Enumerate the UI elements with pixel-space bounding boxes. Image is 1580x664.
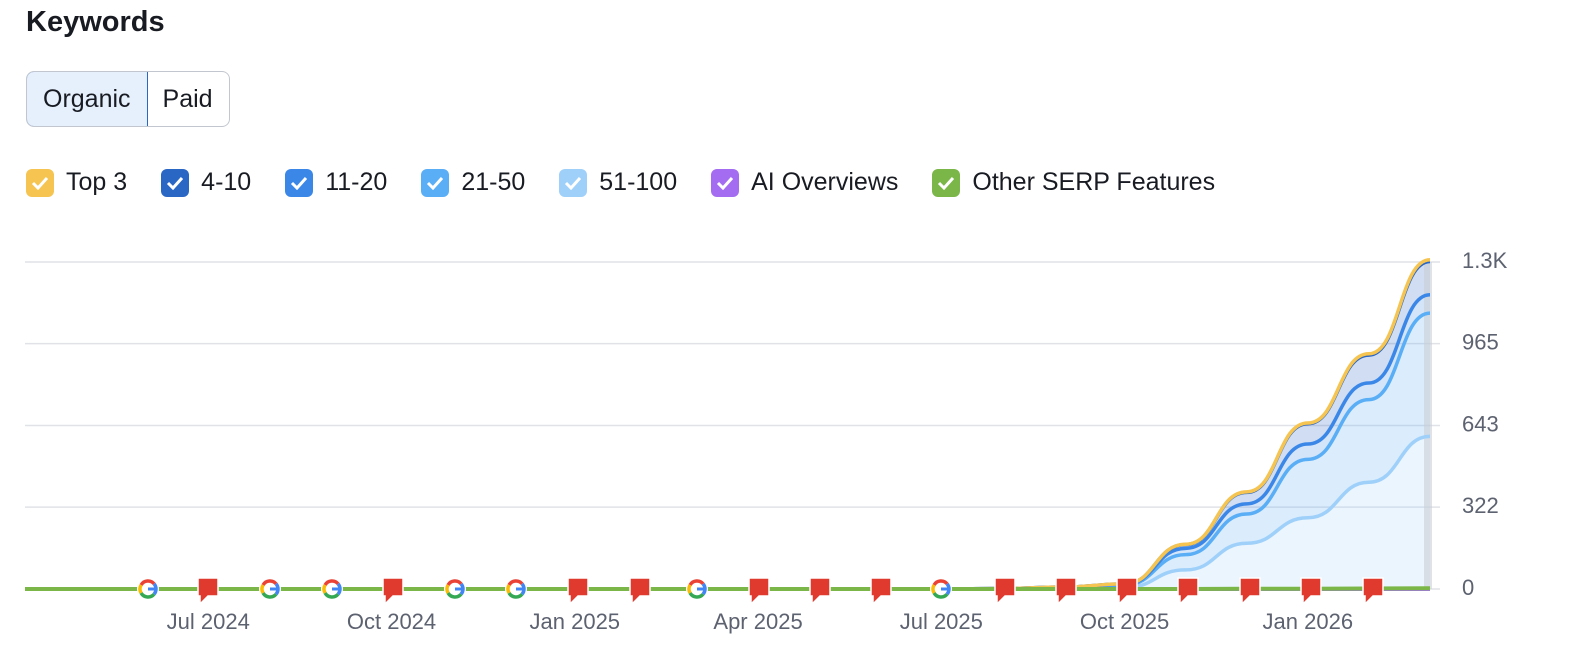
google-update-icon [505, 578, 527, 600]
checkbox[interactable] [26, 168, 54, 197]
y-tick-label: 0 [1462, 575, 1474, 600]
icon-arc [139, 591, 156, 599]
note-flag [382, 577, 404, 606]
google-update-icon [137, 578, 159, 600]
icon-arc [138, 584, 143, 594]
checkbox[interactable] [421, 168, 450, 197]
icon-arc [261, 591, 278, 599]
icon-arc [446, 579, 463, 587]
icon-arc [323, 579, 340, 587]
check [31, 176, 49, 190]
icon-arc [688, 579, 705, 587]
x-tick-label: Jul 2025 [900, 609, 983, 634]
legend-item[interactable]: 4-10 [161, 168, 251, 197]
icon-arc [506, 584, 511, 594]
checkbox[interactable] [932, 168, 961, 197]
event-markers [137, 577, 1384, 606]
note-flag [748, 577, 770, 606]
checkbox[interactable] [161, 168, 190, 197]
note-flag [1177, 577, 1199, 606]
legend-item[interactable]: Other SERP Features [932, 168, 1215, 197]
heading: Keywords [26, 6, 165, 38]
note-flag [809, 577, 831, 606]
area [25, 436, 1430, 589]
checkbox[interactable] [285, 168, 314, 197]
area [25, 313, 1430, 589]
check [167, 176, 184, 190]
legend-item[interactable]: 51-100 [559, 168, 677, 197]
icon-arc [507, 579, 524, 587]
legend-label: 21-50 [461, 168, 526, 196]
icon-arc [687, 584, 692, 594]
icon-arc [322, 584, 327, 594]
google-update-icon [444, 578, 466, 600]
google-update-icon [686, 578, 708, 600]
icon-arc [931, 584, 936, 594]
y-tick-label: 1.3K [1462, 248, 1508, 273]
note-flag [870, 577, 892, 606]
icon-arc [260, 584, 265, 594]
x-tick-label: Jul 2024 [167, 609, 250, 634]
legend-label: AI Overviews [751, 168, 899, 196]
note-flag [1239, 577, 1261, 606]
check [291, 176, 308, 190]
tab[interactable]: Organic [26, 72, 148, 126]
check [717, 176, 734, 190]
check [938, 176, 955, 190]
legend-item[interactable]: 21-50 [421, 168, 525, 197]
note-flag [1055, 577, 1077, 606]
icon-arc [932, 591, 949, 599]
icon-arc [445, 584, 450, 594]
note-flag [1116, 577, 1138, 606]
legend-label: 11-20 [325, 168, 388, 196]
legend-item[interactable]: AI Overviews [711, 168, 898, 197]
x-tick-label: Oct 2025 [1080, 609, 1169, 634]
note-flag [567, 577, 589, 606]
legend-item[interactable]: Top 3 [26, 168, 127, 197]
y-tick-label: 965 [1462, 329, 1499, 354]
legend-item[interactable]: 11-20 [285, 168, 387, 197]
icon-arc [507, 591, 524, 599]
x-tick-label: Oct 2024 [347, 609, 436, 634]
y-tick-label: 643 [1462, 411, 1499, 436]
legend-label: Top 3 [66, 168, 128, 196]
google-update-icon [321, 578, 343, 600]
legend-label: 4-10 [201, 168, 252, 196]
note-flag [1362, 577, 1384, 606]
legend-label: 51-100 [599, 168, 678, 196]
legend: Top 3 4-10 11-20 21-50 51-100 AI Overviews Oth… [26, 168, 1215, 197]
series-line [25, 586, 1431, 591]
x-tick-label: Jan 2025 [530, 609, 621, 634]
note-flag [629, 577, 651, 606]
checkbox[interactable] [559, 168, 588, 197]
check [565, 176, 582, 190]
hover-band [1424, 262, 1432, 589]
checkbox[interactable] [711, 168, 740, 197]
x-tick-label: Jan 2026 [1263, 609, 1354, 634]
google-update-icon [259, 578, 281, 600]
icon-arc [446, 591, 463, 599]
icon-arc [261, 579, 278, 587]
google-update-icon [930, 578, 952, 600]
y-tick-label: 322 [1462, 493, 1499, 518]
note-flag [197, 577, 219, 606]
icon-arc [139, 579, 156, 587]
tab[interactable]: Paid [162, 85, 213, 113]
x-tick-label: Apr 2025 [713, 609, 802, 634]
check [427, 176, 444, 190]
icon-arc [323, 591, 340, 599]
icon-arc [688, 591, 705, 599]
legend-label: Other SERP Features [972, 168, 1216, 196]
note-flag [1300, 577, 1322, 606]
note-flag [994, 577, 1016, 606]
tabs: Organic Paid [26, 71, 230, 127]
icon-arc [932, 579, 949, 587]
